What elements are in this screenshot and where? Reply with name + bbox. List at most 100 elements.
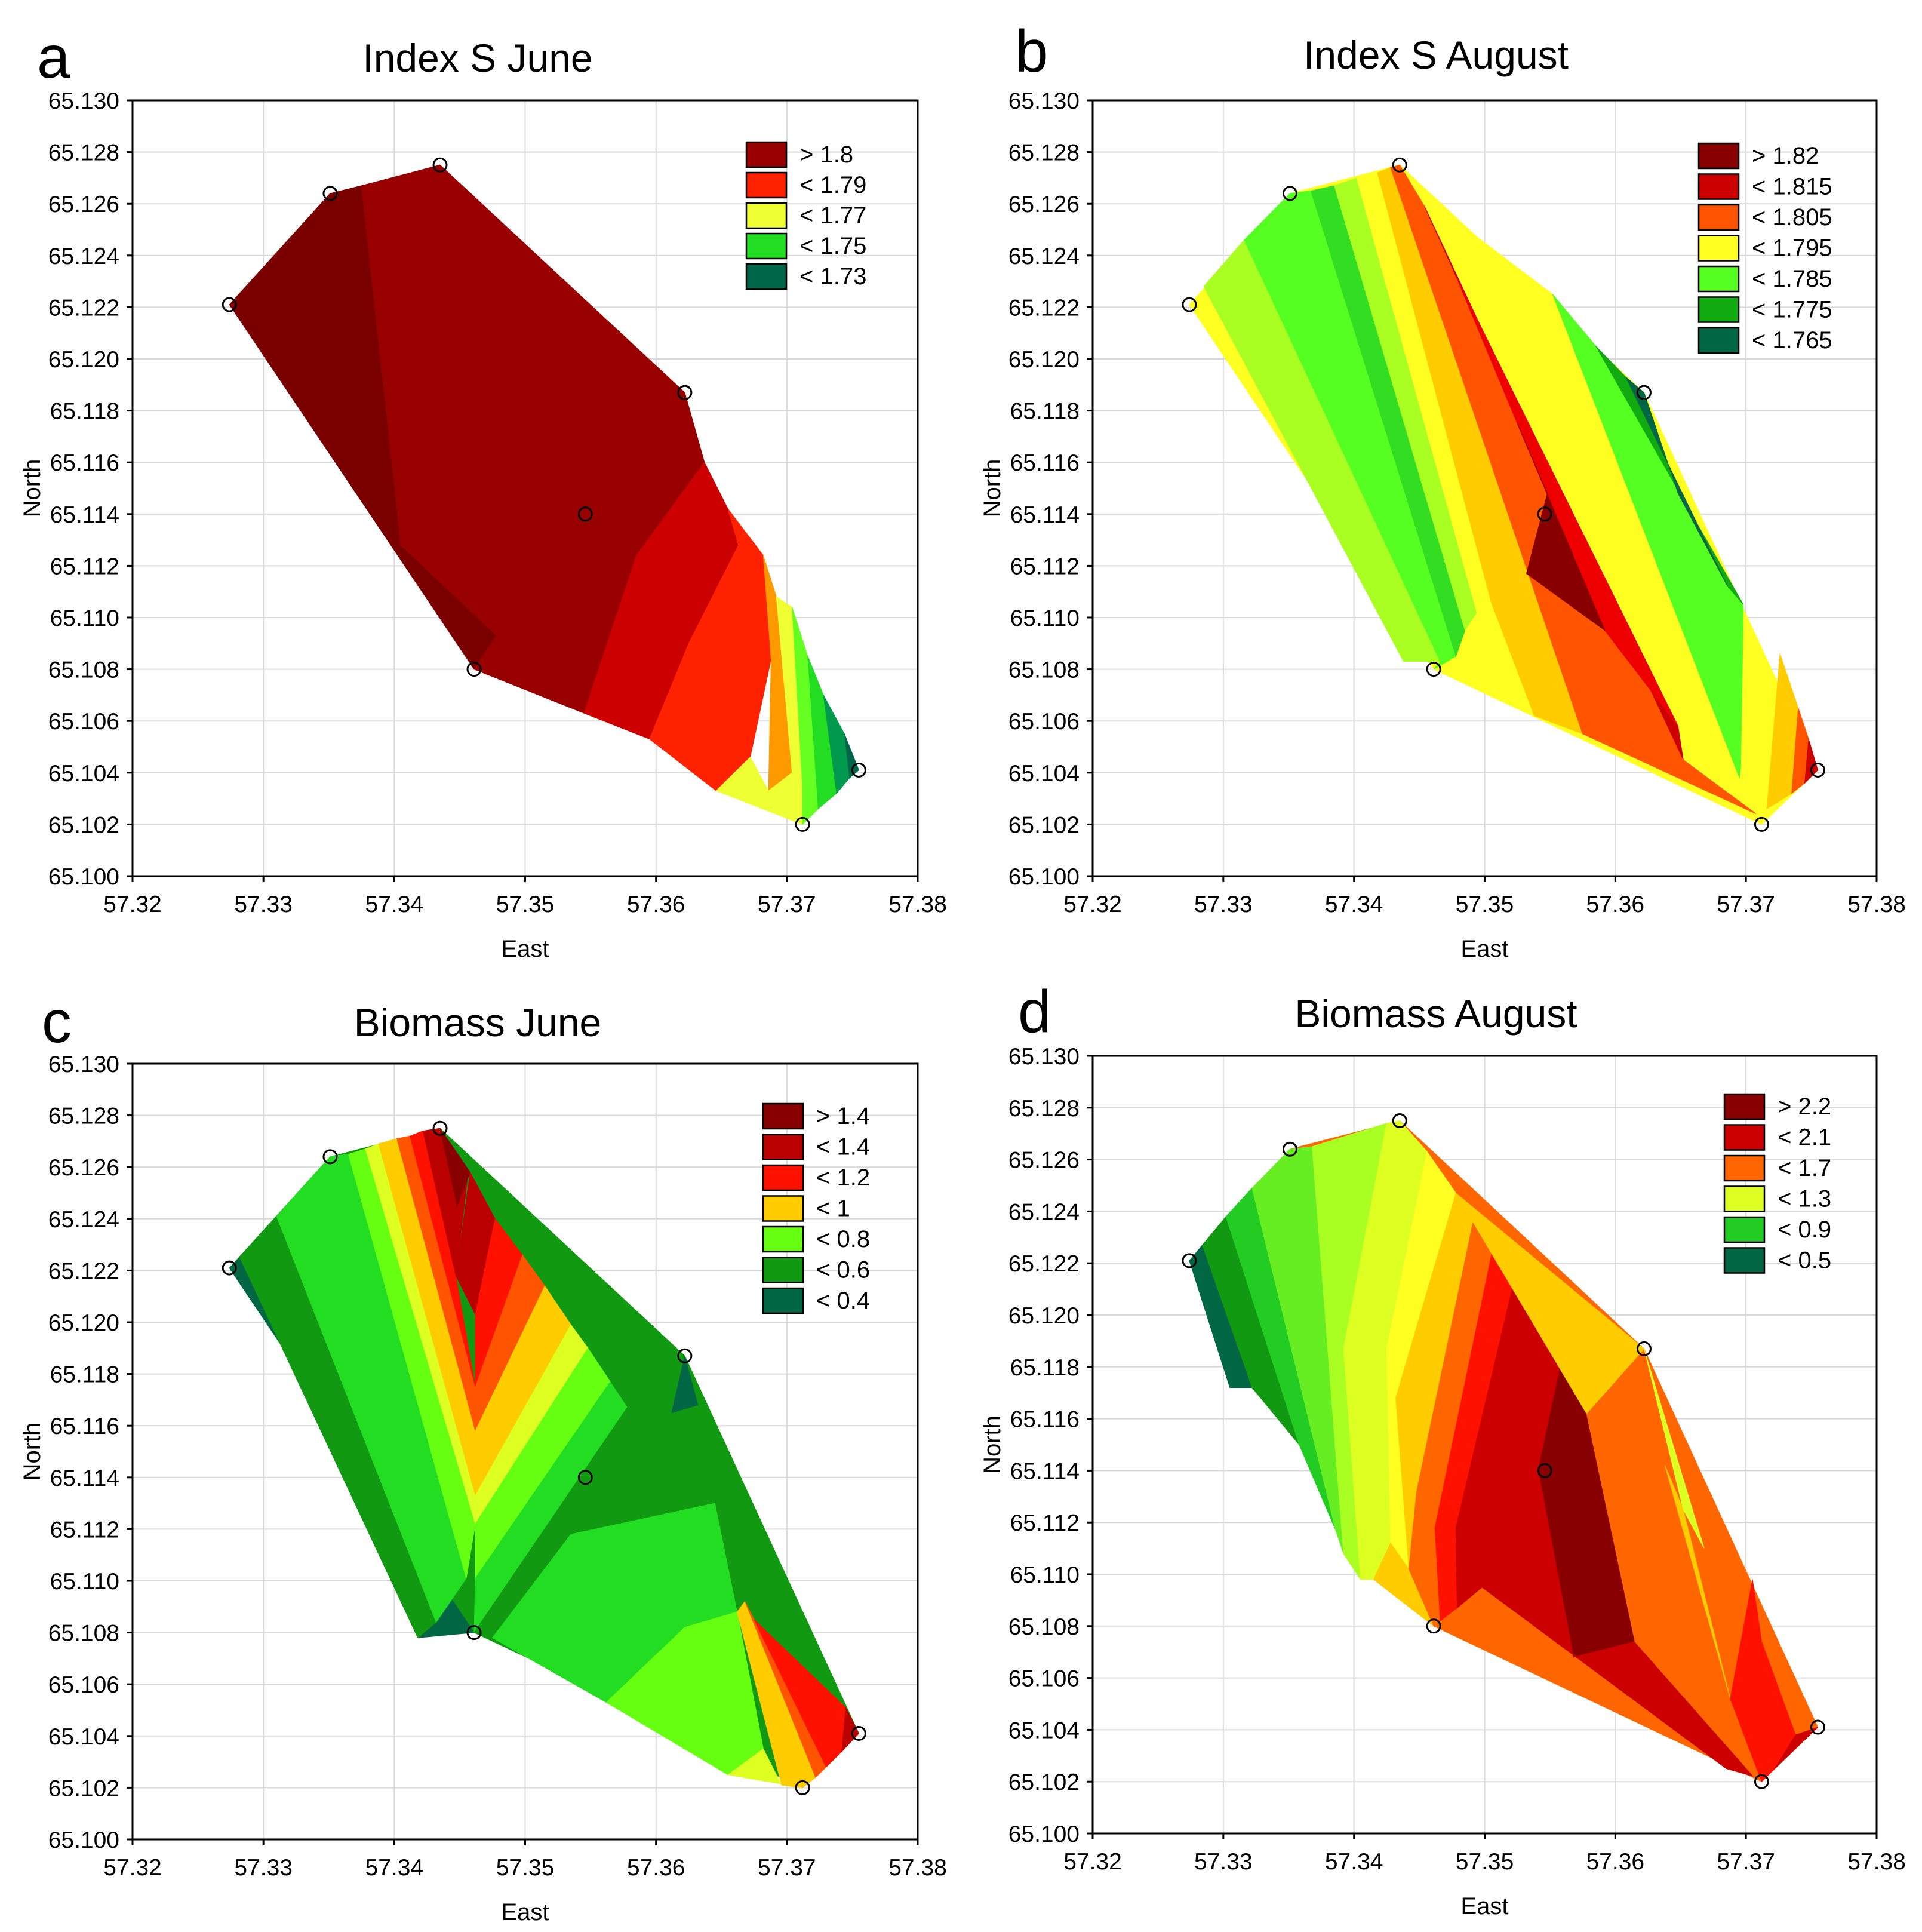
y-tick-label: 65.102 (48, 1776, 119, 1801)
contour-band (1455, 1193, 1645, 1414)
legend-swatch (1697, 204, 1740, 231)
legend: > 1.4 < 1.4 < 1.2 < 1 < 0.8 < 0.6 < 0.4 (762, 1102, 870, 1314)
y-tick-label: 65.126 (1008, 1148, 1080, 1174)
y-tick-label: 65.118 (50, 399, 119, 425)
legend-swatch (1723, 1247, 1766, 1274)
chart-panel-a: 57.32 57.33 57.34 57.35 57.36 57.37 57.38 65.10… (19, 24, 947, 962)
y-axis-label: North (979, 459, 1005, 518)
y-tick-label: 65.108 (48, 658, 119, 683)
x-tick-label: 57.33 (234, 892, 293, 917)
y-tick-label: 65.100 (48, 1827, 119, 1853)
station-marker (1754, 816, 1769, 832)
chart-title: Biomass June (354, 1000, 602, 1045)
y-tick-label: 65.104 (1008, 761, 1080, 787)
contour-band (1774, 1727, 1818, 1769)
y-tick-label: 65.110 (1010, 606, 1080, 631)
y-tick-label: 65.122 (48, 1258, 119, 1284)
x-tick-label: 57.37 (758, 892, 816, 917)
y-tick-label: 65.112 (1010, 1510, 1080, 1536)
legend-label: < 1.79 (799, 172, 866, 198)
station-marker (322, 186, 338, 201)
legend-swatch (1723, 1124, 1766, 1151)
x-tick-label: 57.34 (1325, 1849, 1383, 1875)
legend-swatch (1697, 327, 1740, 354)
legend-swatch (1723, 1216, 1766, 1243)
x-tick-label: 57.34 (365, 1855, 424, 1881)
y-tick-label: 65.124 (48, 1207, 119, 1233)
x-tick-label: 57.34 (1325, 892, 1383, 917)
y-tick-label: 65.114 (1010, 502, 1080, 528)
y-tick-label: 65.120 (48, 1310, 119, 1336)
panel-letter: a (37, 24, 70, 91)
legend-label: < 1.795 (1752, 235, 1832, 262)
legend-label: < 0.5 (1778, 1248, 1831, 1274)
station-marker (1426, 662, 1441, 677)
legend-label: < 1.77 (799, 202, 866, 229)
legend-label: < 1.2 (816, 1165, 870, 1191)
station-marker (851, 762, 866, 778)
y-tick-label: 65.118 (1010, 399, 1080, 425)
y-tick-label: 65.128 (48, 1104, 119, 1129)
contour-band (792, 607, 819, 825)
y-tick-label: 65.116 (50, 1414, 119, 1439)
contour-band (841, 1706, 860, 1753)
station-marker (1392, 1113, 1407, 1128)
y-axis-label: North (19, 1423, 45, 1481)
y-tick-label: 65.120 (1008, 347, 1080, 373)
y-tick-label: 65.128 (48, 140, 119, 166)
station-marker (795, 816, 810, 832)
station-marker (1282, 186, 1297, 201)
x-tick-label: 57.37 (758, 1855, 816, 1881)
x-axis-label: East (1460, 936, 1508, 962)
x-tick-label: 57.33 (1194, 1849, 1253, 1875)
legend-swatch (762, 1257, 804, 1283)
y-tick-label: 65.122 (1008, 295, 1080, 321)
legend: > 1.8 < 1.79 < 1.77 < 1.75 < 1.73 (745, 141, 866, 290)
legend-label: > 1.4 (816, 1103, 870, 1129)
y-tick-label: 65.114 (50, 502, 119, 528)
y-tick-label: 65.112 (50, 1517, 119, 1543)
x-tick-label: 57.38 (1847, 1849, 1906, 1875)
y-tick-label: 65.110 (50, 1569, 119, 1595)
legend-label: < 1.75 (799, 233, 866, 259)
station-marker (577, 1470, 593, 1485)
x-tick-label: 57.36 (1586, 892, 1645, 917)
legend-swatch (745, 263, 788, 290)
legend-swatch (1723, 1093, 1766, 1120)
legend-label: < 1.785 (1752, 266, 1832, 292)
station-marker (795, 1780, 810, 1795)
station-marker (466, 662, 482, 677)
station-marker (222, 1260, 237, 1276)
y-tick-label: 65.118 (50, 1362, 119, 1388)
legend-swatch (762, 1134, 804, 1160)
y-tick-label: 65.100 (48, 864, 119, 890)
y-tick-label: 65.106 (48, 1672, 119, 1698)
legend-swatch (745, 141, 788, 168)
contour-band (1429, 201, 1762, 825)
y-tick-label: 65.106 (1008, 709, 1080, 735)
legend-label: < 1 (816, 1196, 850, 1222)
legend-swatch (762, 1225, 804, 1253)
y-tick-label: 65.102 (1008, 812, 1080, 838)
y-tick-label: 65.102 (1008, 1770, 1080, 1795)
legend-label: < 1.4 (816, 1134, 870, 1160)
y-tick-label: 65.122 (1008, 1251, 1080, 1277)
legend-swatch (762, 1287, 804, 1314)
legend-swatch (762, 1195, 804, 1222)
contour-band (1804, 739, 1819, 784)
y-tick-label: 65.130 (48, 1052, 119, 1077)
station-marker (1810, 762, 1826, 778)
legend: > 2.2 < 2.1 < 1.7 < 1.3 < 0.9 < 0.5 (1723, 1093, 1831, 1274)
x-tick-label: 57.37 (1717, 1849, 1775, 1875)
station-marker (1537, 506, 1552, 522)
station-marker (1810, 1719, 1826, 1735)
y-axis-label: North (19, 459, 45, 518)
chart-panel-b: 57.32 57.33 57.34 57.35 57.36 57.37 57.38 65.10… (979, 18, 1906, 962)
station-marker (222, 297, 237, 312)
panel-letter: b (1015, 18, 1048, 85)
y-tick-label: 65.124 (1008, 1199, 1080, 1225)
x-tick-label: 57.32 (103, 892, 162, 917)
y-tick-label: 65.108 (48, 1621, 119, 1647)
y-tick-label: 65.126 (48, 1155, 119, 1181)
y-tick-label: 65.106 (48, 709, 119, 735)
